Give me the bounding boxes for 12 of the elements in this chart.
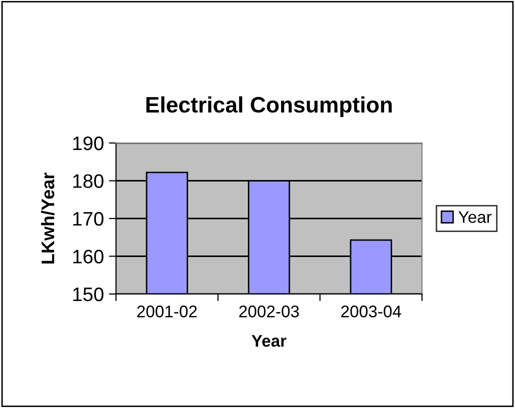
x-tick-label: 2001-02	[137, 306, 197, 318]
x-tick-label: 2003-04	[341, 306, 402, 318]
y-tick-label: 150	[73, 287, 104, 302]
y-axis-title: LKwh/Year	[41, 172, 54, 264]
y-tick-label: 190	[73, 136, 104, 150]
x-tick-label: 2002-03	[239, 306, 299, 318]
legend-label: Year	[458, 211, 492, 223]
y-tick-label: 170	[73, 212, 104, 226]
chart-title: Electrical Consumption	[146, 96, 392, 118]
y-tick-label: 160	[73, 250, 104, 264]
y-tick-label: 180	[73, 174, 104, 188]
x-axis-title: Year	[252, 335, 286, 347]
